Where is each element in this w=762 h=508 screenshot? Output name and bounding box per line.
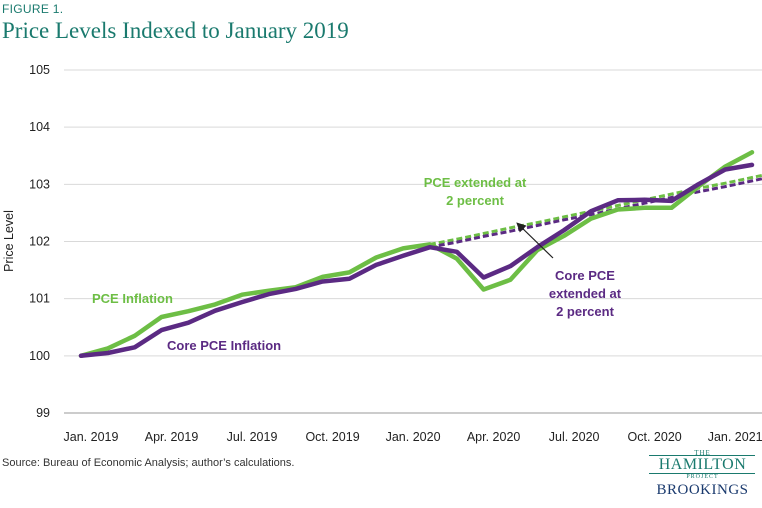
- y-tick-labels: 99 100 101 102 103 104 105: [29, 63, 50, 420]
- source-note: Source: Bureau of Economic Analysis; aut…: [2, 457, 295, 469]
- x-tick-labels: Jan. 2019 Apr. 2019 Jul. 2019 Oct. 2019 Jan.…: [64, 430, 762, 444]
- logo-the: THE: [694, 449, 711, 457]
- logo-project: PROJECT: [686, 474, 719, 480]
- hamilton-brookings-logo: THE HAMILTON PROJECT BROOKINGS: [645, 449, 760, 505]
- series-line-pce-extended-at-2-percent: [429, 173, 762, 246]
- y-tick-label: 104: [29, 120, 50, 134]
- series-line-core-pce-extended-at-2-percent: [429, 177, 762, 249]
- pce-inflation-label: PCE Inflation: [92, 291, 173, 306]
- core-pce-extended-label-line3: 2 percent: [556, 304, 614, 319]
- y-tick-label: 100: [29, 349, 50, 363]
- figure-label: FIGURE 1.: [2, 2, 64, 16]
- series-line-core-pce-inflation: [78, 162, 755, 359]
- core-pce-inflation-label: Core PCE Inflation: [167, 338, 281, 353]
- x-tick-label: Apr. 2019: [145, 430, 199, 444]
- page-title: Price Levels Indexed to January 2019: [2, 18, 349, 43]
- core-pce-extended-label-line1: Core PCE: [555, 268, 615, 283]
- x-tick-label: Jul. 2019: [227, 430, 278, 444]
- x-tick-label: Jan. 2021: [708, 430, 762, 444]
- x-tick-label: Oct. 2019: [305, 430, 359, 444]
- y-tick-label: 102: [29, 235, 50, 249]
- logo-hamilton: HAMILTON: [658, 456, 747, 473]
- pce-extended-label-line1: PCE extended at: [424, 175, 527, 190]
- x-tick-label: Jul. 2020: [549, 430, 600, 444]
- x-tick-label: Oct. 2020: [628, 430, 682, 444]
- pce-extended-label-line2: 2 percent: [446, 193, 504, 208]
- y-tick-label: 105: [29, 63, 50, 77]
- y-axis-label: Price Level: [2, 210, 16, 272]
- y-tick-label: 101: [29, 292, 50, 306]
- annotation-arrow: [516, 222, 554, 259]
- logo-rule: [649, 455, 755, 474]
- series-group: [78, 150, 762, 359]
- grid-lines: [64, 69, 762, 414]
- core-pce-extended-label-line2: extended at: [549, 286, 622, 301]
- x-tick-label: Apr. 2020: [467, 430, 521, 444]
- y-tick-label: 99: [36, 406, 50, 420]
- x-tick-label: Jan. 2019: [64, 430, 119, 444]
- logo-brookings: BROOKINGS: [656, 482, 749, 498]
- y-tick-label: 103: [29, 177, 50, 191]
- series-line-pce-inflation: [78, 150, 755, 359]
- x-tick-label: Jan. 2020: [386, 430, 441, 444]
